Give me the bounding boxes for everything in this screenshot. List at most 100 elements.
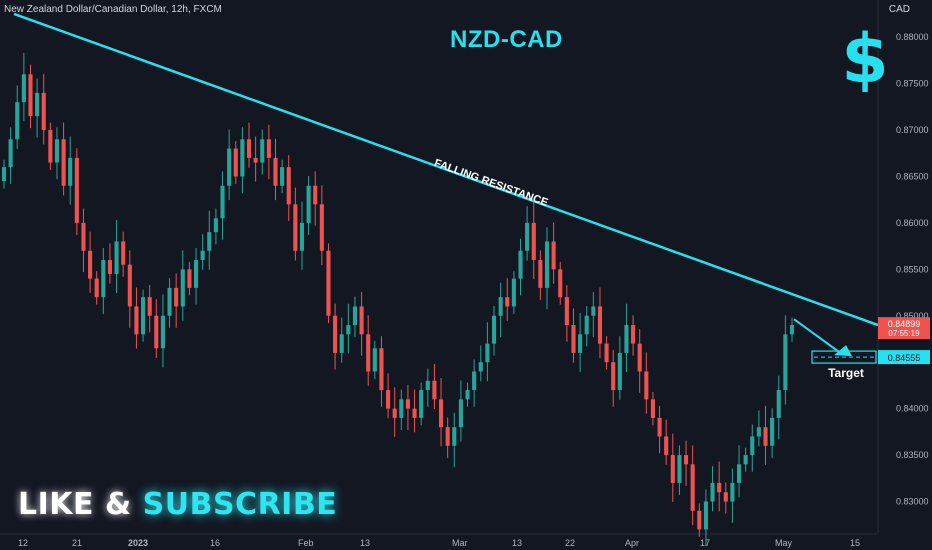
candle bbox=[551, 241, 556, 270]
candle bbox=[491, 315, 497, 344]
time-tick-label: 21 bbox=[72, 538, 82, 548]
falling-resistance-line bbox=[13, 12, 879, 327]
candle bbox=[531, 222, 536, 261]
candle bbox=[167, 287, 172, 316]
price-tick-label: 0.87500 bbox=[896, 79, 929, 89]
time-tick-label: 15 bbox=[850, 538, 860, 548]
candle bbox=[134, 306, 139, 335]
candle bbox=[306, 185, 311, 223]
time-tick-label: May bbox=[775, 538, 793, 548]
trendline-label: FALLING RESISTANCE bbox=[432, 157, 549, 209]
candle bbox=[299, 222, 305, 251]
candle bbox=[81, 222, 86, 251]
time-tick-label: 12 bbox=[18, 538, 28, 548]
candle bbox=[544, 241, 550, 288]
candle bbox=[121, 241, 126, 265]
candle bbox=[260, 139, 265, 163]
candle bbox=[293, 204, 298, 251]
candle bbox=[432, 380, 437, 400]
candle bbox=[359, 306, 364, 335]
candle bbox=[756, 427, 761, 437]
candle bbox=[154, 315, 159, 349]
candle bbox=[94, 278, 99, 298]
candle bbox=[776, 390, 781, 418]
candle bbox=[333, 315, 338, 353]
candle bbox=[644, 371, 649, 400]
candle bbox=[101, 260, 106, 298]
candle bbox=[789, 325, 795, 335]
candle bbox=[1, 167, 7, 182]
candle bbox=[193, 260, 199, 288]
candle bbox=[438, 399, 444, 428]
candle bbox=[35, 92, 40, 117]
candle bbox=[207, 232, 212, 251]
candle bbox=[458, 399, 463, 428]
candle bbox=[147, 297, 152, 316]
price-tick-label: 0.85500 bbox=[896, 264, 929, 274]
last-price-value: 0.84899 bbox=[888, 319, 921, 329]
candle bbox=[326, 250, 331, 316]
candle bbox=[472, 371, 477, 391]
candle bbox=[220, 185, 225, 219]
candle bbox=[763, 427, 768, 446]
candle bbox=[611, 362, 616, 391]
candle bbox=[114, 241, 119, 274]
candle bbox=[670, 455, 675, 483]
candle bbox=[631, 325, 636, 344]
price-tick-label: 0.88000 bbox=[896, 32, 929, 42]
candle bbox=[141, 297, 146, 335]
candle bbox=[498, 297, 503, 316]
candle bbox=[591, 306, 596, 316]
candle bbox=[88, 250, 93, 279]
candle bbox=[478, 362, 483, 372]
candle bbox=[127, 264, 132, 307]
candle bbox=[419, 390, 424, 418]
candle bbox=[485, 343, 490, 363]
candle bbox=[392, 408, 397, 418]
candle bbox=[74, 157, 79, 223]
target-price-tag bbox=[878, 350, 930, 365]
time-tick-label: Apr bbox=[625, 538, 639, 548]
candle bbox=[319, 204, 324, 251]
candle bbox=[253, 157, 258, 163]
candle bbox=[107, 260, 113, 274]
candle bbox=[750, 436, 755, 456]
candle bbox=[28, 74, 33, 117]
candle bbox=[578, 334, 583, 353]
time-tick-label: Feb bbox=[298, 538, 314, 548]
candle bbox=[518, 250, 523, 279]
candle bbox=[677, 455, 682, 483]
cta-like: LIKE bbox=[18, 487, 95, 522]
price-tick-label: 0.83500 bbox=[896, 450, 929, 460]
svg-text:$: $ bbox=[841, 24, 888, 96]
candle bbox=[465, 390, 470, 400]
target-arrow-shaft bbox=[793, 318, 843, 355]
candle bbox=[61, 139, 66, 186]
candle bbox=[15, 102, 20, 140]
price-tick-label: 0.87000 bbox=[896, 125, 929, 135]
candle bbox=[54, 139, 60, 163]
candle bbox=[405, 399, 410, 409]
price-tick-label: 0.85000 bbox=[896, 311, 929, 321]
candle bbox=[505, 297, 510, 307]
candle bbox=[372, 348, 377, 372]
candle bbox=[180, 269, 185, 307]
price-tick-label: 0.86000 bbox=[896, 218, 929, 228]
time-tick-label: 13 bbox=[360, 538, 370, 548]
like-subscribe-banner: LIKE & SUBSCRIBE bbox=[18, 487, 337, 522]
candle bbox=[717, 482, 722, 493]
candle bbox=[280, 167, 285, 186]
last-price-tag bbox=[878, 317, 930, 340]
candle bbox=[637, 343, 642, 372]
candle bbox=[366, 334, 371, 372]
candle bbox=[200, 250, 205, 261]
candle bbox=[624, 325, 629, 353]
candle bbox=[697, 510, 702, 530]
candle bbox=[564, 297, 569, 326]
candle bbox=[273, 157, 278, 186]
time-tick-label: 16 bbox=[210, 538, 220, 548]
candle bbox=[352, 306, 358, 326]
candle bbox=[346, 325, 351, 335]
candle bbox=[233, 148, 238, 177]
